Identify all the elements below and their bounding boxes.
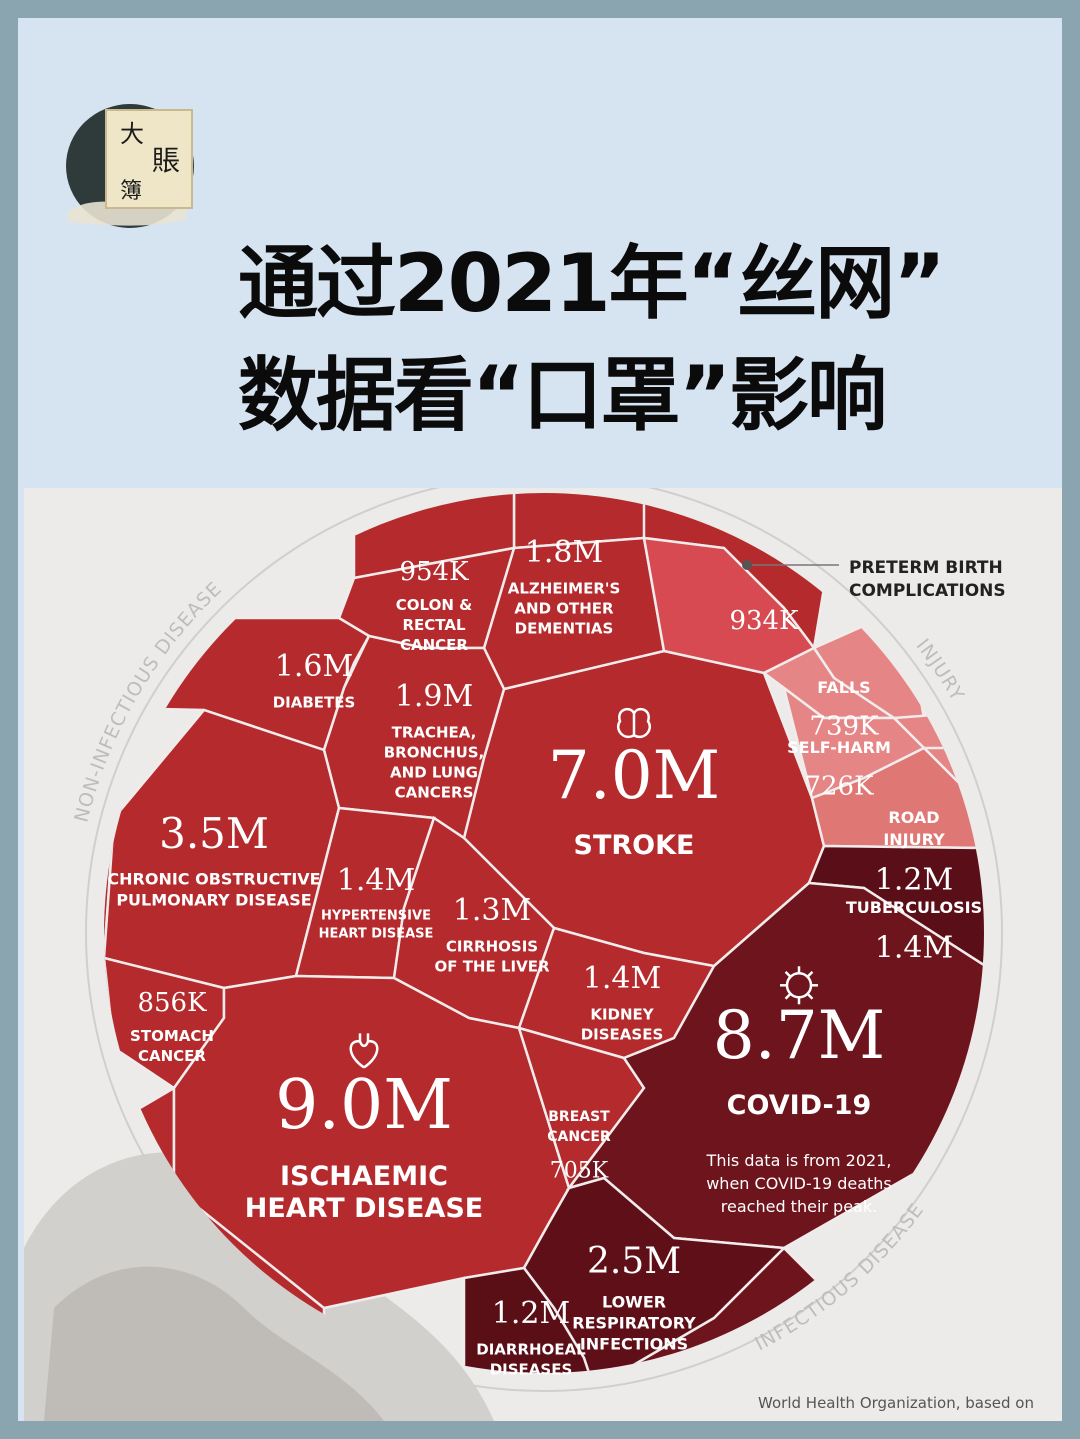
- category-label-cirrhosis: OF THE LIVER: [434, 958, 549, 976]
- logo-text: 大: [120, 120, 144, 148]
- value-label-lri: 2.5M: [587, 1241, 681, 1282]
- outer-ring: [85, 488, 1003, 1392]
- value-label-cirrhosis: 1.3M: [453, 893, 531, 928]
- category-label-road: ROAD: [888, 808, 939, 827]
- category-label-trachea: TRACHEA,: [392, 724, 477, 742]
- logo-seal: 大 賬 簿: [66, 104, 194, 228]
- cell-diarrhoeal: [462, 1266, 596, 1373]
- cell-lri: [522, 1176, 787, 1373]
- category-label-lri: RESPIRATORY: [572, 1314, 696, 1333]
- category-label-kidney: DISEASES: [581, 1026, 664, 1044]
- value-label-tb: 1.4M: [875, 931, 953, 966]
- category-label-tb: TUBERCULOSIS: [846, 898, 982, 917]
- page-frame: 大 賬 簿 通过2021年“丝网” 数据看“口罩”影响 9.0M ISCHAEMI…: [18, 18, 1062, 1421]
- value-label-copd: 3.5M: [159, 809, 269, 858]
- category-label-stomach: CANCER: [138, 1047, 206, 1065]
- category-label-trachea: AND LUNG: [390, 764, 478, 782]
- brain-icon: [617, 707, 651, 739]
- value-label-stroke: 7.0M: [548, 737, 721, 814]
- category-label-preterm: PRETERM BIRTH: [849, 558, 1003, 578]
- heart-icon: [349, 1033, 379, 1069]
- category-label-ischaemic: HEART DISEASE: [245, 1193, 483, 1224]
- value-label-road: 1.2M: [875, 863, 953, 898]
- covid-note: This data is from 2021,: [706, 1151, 892, 1170]
- category-label-copd: PULMONARY DISEASE: [116, 891, 311, 910]
- pointer-dot: [742, 560, 752, 570]
- infographic-panel: 9.0M ISCHAEMIC HEART DISEASE 8.7M COVID-19 Th…: [24, 488, 1062, 1421]
- value-label-trachea: 1.9M: [395, 679, 473, 714]
- value-label-colon: 954K: [399, 557, 469, 587]
- category-label-covid: COVID-19: [727, 1090, 872, 1121]
- category-label-alz: ALZHEIMER'S: [508, 580, 621, 598]
- category-label-breast: CANCER: [547, 1129, 611, 1145]
- category-label-cirrhosis: CIRRHOSIS: [446, 938, 538, 956]
- value-label-preterm: 934K: [729, 606, 799, 636]
- virus-icon: [780, 966, 818, 1005]
- value-label-diabetes: 1.6M: [275, 649, 353, 684]
- category-label-colon: RECTAL: [402, 616, 465, 634]
- category-label-hypert: HEART DISEASE: [319, 927, 434, 942]
- category-label-trachea: CANCERS: [395, 784, 474, 802]
- value-label-breast: 705K: [550, 1159, 609, 1184]
- category-label-selfharm: SELF-HARM: [787, 738, 891, 757]
- value-label-covid: 8.7M: [713, 997, 886, 1074]
- category-label-alz: AND OTHER: [514, 600, 614, 618]
- category-label-stroke: STROKE: [574, 830, 695, 861]
- category-label-diabetes: DIABETES: [273, 694, 356, 712]
- source-note: World Health Organization, based on: [758, 1394, 1034, 1412]
- cell-copd-ext: [104, 816, 116, 960]
- category-label-trachea: BRONCHUS,: [384, 744, 485, 762]
- value-label-hypert: 1.4M: [337, 863, 415, 898]
- value-label-ischaemic: 9.0M: [275, 1066, 453, 1145]
- value-label-falls: 739K: [809, 712, 879, 742]
- category-label-copd: CHRONIC OBSTRUCTIVE: [107, 870, 320, 889]
- headline-line-2: 数据看“口罩”影响: [238, 349, 887, 442]
- category-label-breast: BREAST: [548, 1109, 610, 1125]
- headline-line-1: 通过2021年“丝网”: [238, 237, 946, 330]
- category-label-falls: FALLS: [817, 678, 870, 697]
- category-label-diarrhoeal: DIARRHOEAL: [476, 1341, 586, 1359]
- value-label-diarrhoeal: 1.2M: [492, 1296, 570, 1331]
- covid-note: when COVID-19 deaths: [706, 1174, 892, 1193]
- category-label-stomach: STOMACH: [130, 1027, 214, 1045]
- headline: 通过2021年“丝网” 数据看“口罩”影响: [238, 228, 1038, 452]
- logo-text: 簿: [120, 179, 142, 204]
- cell-stomach-ext: [104, 956, 116, 1090]
- category-label-lri: INFECTIONS: [580, 1335, 688, 1354]
- category-label-road: INJURY: [883, 830, 945, 849]
- cell-tb-ext: [982, 846, 984, 1010]
- category-label-alz: DEMENTIAS: [515, 620, 614, 638]
- value-label-alz: 1.8M: [525, 535, 603, 570]
- category-label-diarrhoeal: DISEASES: [490, 1361, 573, 1379]
- category-label-kidney: KIDNEY: [590, 1006, 654, 1024]
- covid-note: reached their peak.: [721, 1197, 877, 1216]
- category-label-colon: COLON &: [396, 596, 472, 614]
- category-label-ischaemic: ISCHAEMIC: [280, 1161, 448, 1192]
- value-label-selfharm: 726K: [804, 772, 874, 802]
- category-label-lri: LOWER: [602, 1293, 666, 1312]
- category-label-preterm: COMPLICATIONS: [849, 581, 1006, 601]
- statue-shadow: [44, 1266, 384, 1421]
- category-label-hypert: HYPERTENSIVE: [321, 909, 431, 924]
- value-label-kidney: 1.4M: [583, 961, 661, 996]
- logo-text: 賬: [152, 144, 180, 177]
- category-label-colon: CANCER: [400, 636, 468, 654]
- value-label-stomach: 856K: [137, 988, 207, 1018]
